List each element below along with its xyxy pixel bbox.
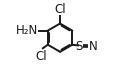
Text: Cl: Cl <box>36 50 47 63</box>
Text: S: S <box>75 40 82 53</box>
Text: Cl: Cl <box>54 3 66 16</box>
Text: N: N <box>89 40 98 53</box>
Text: H₂N: H₂N <box>16 24 38 37</box>
